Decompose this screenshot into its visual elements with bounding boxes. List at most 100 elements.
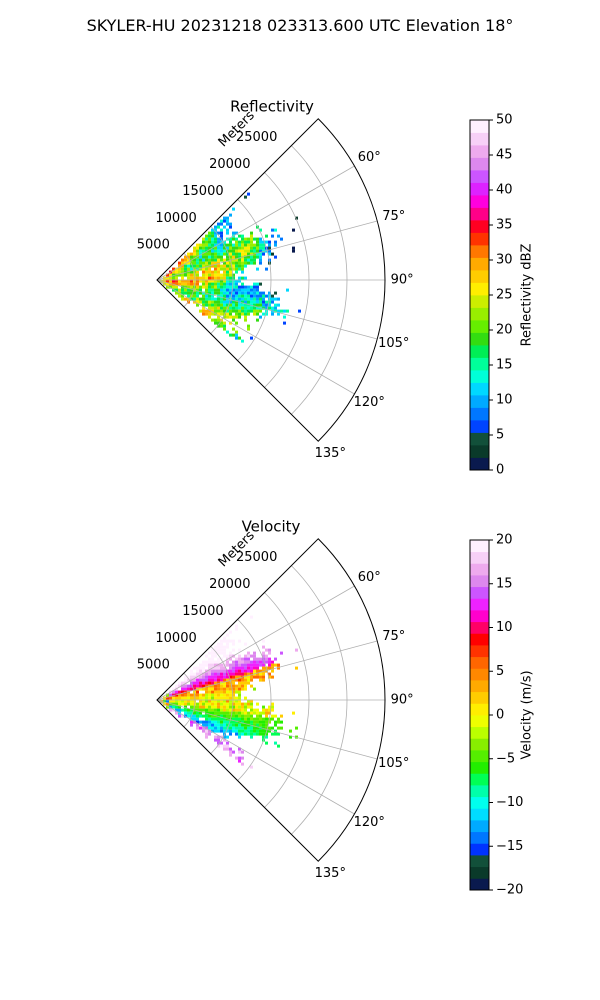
data-cell [244,297,247,301]
data-cell [223,675,226,679]
data-cell [229,321,232,325]
data-cell [238,657,241,661]
data-cell [217,291,220,295]
data-cell [220,234,223,238]
colorbar-swatch [470,586,489,599]
data-cell [250,726,253,730]
data-cell [235,672,238,676]
data-cell [223,225,226,229]
data-cell [259,237,262,241]
data-cell [205,726,208,730]
data-cell [187,291,190,295]
data-cell [223,651,226,655]
data-cell [232,246,235,250]
data-cell [244,687,247,691]
data-cell [223,654,226,658]
data-cell [241,249,244,253]
data-cell [238,234,241,238]
data-cell [247,294,250,298]
colorbar-swatch [470,680,489,693]
data-cell [232,231,235,235]
data-cell [250,309,253,313]
data-cell [274,729,277,733]
data-cell [229,309,232,313]
data-cell [172,693,175,697]
data-cell [196,285,199,289]
data-cell [253,651,256,655]
data-cell [241,687,244,691]
data-cell [208,711,211,715]
data-cell [208,282,211,286]
sector-frame [156,118,386,442]
data-cell [214,321,217,325]
data-cell [241,276,244,280]
data-cell [262,732,265,736]
data-cell [244,318,247,322]
data-cell [187,300,190,304]
data-cell [184,687,187,691]
data-cell [253,288,256,292]
data-cell [208,702,211,706]
data-cell [232,207,235,211]
data-cell [274,297,277,301]
angle-gridline [156,165,355,281]
data-cell [199,714,202,718]
data-cell [259,309,262,313]
data-cell [217,297,220,301]
data-cell [235,687,238,691]
data-cell [241,240,244,244]
data-cell [241,267,244,271]
data-cell [220,690,223,694]
data-cell [220,312,223,316]
data-cell [214,297,217,301]
data-cell [238,717,241,721]
data-cell [223,702,226,706]
data-cell [247,678,250,682]
data-cell [172,705,175,709]
data-cell [181,288,184,292]
data-cell [250,708,253,712]
data-cell [277,309,280,313]
data-cell [250,252,253,256]
data-cell [229,684,232,688]
data-cell [238,291,241,295]
data-cell [226,708,229,712]
data-cell [229,294,232,298]
data-cell [259,249,262,253]
data-cell [202,279,205,283]
data-cell [235,705,238,709]
data-cell [220,741,223,745]
data-cell [223,693,226,697]
data-cell [211,318,214,322]
data-cell [229,696,232,700]
data-cell [247,288,250,292]
data-cell [250,258,253,262]
data-cell [208,708,211,712]
data-cell [241,762,244,766]
data-cell [271,675,274,679]
data-cell [202,723,205,727]
data-cell [226,288,229,292]
data-cell [223,246,226,250]
data-cell [244,702,247,706]
data-cell [214,681,217,685]
data-cell [193,267,196,271]
data-cell [253,687,256,691]
data-cell [232,723,235,727]
colorbar-tick-label: 10 [496,620,513,635]
colorbar-swatch [470,270,489,283]
data-cell [238,264,241,268]
data-cell [241,723,244,727]
data-cell [229,264,232,268]
data-cell [253,660,256,664]
data-cell [217,741,220,745]
data-cell [220,300,223,304]
data-cell [202,309,205,313]
colorbar-swatch [470,575,489,588]
data-cell [175,705,178,709]
data-cell [232,687,235,691]
data-cell [250,294,253,298]
data-cell [202,663,205,667]
data-cell [223,285,226,289]
